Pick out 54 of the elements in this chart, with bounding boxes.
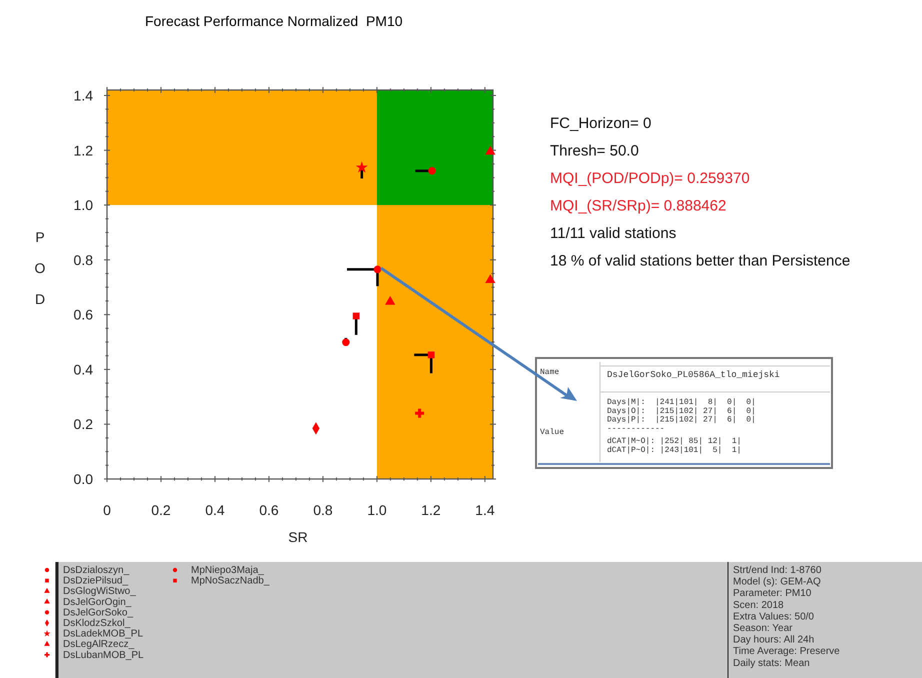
x-tick-label: 0.8 (313, 502, 333, 518)
text: dCAT|P~O|: |243|101| 5| 1| (607, 446, 742, 455)
legend-label: MpNoSaczNadb_ (191, 576, 270, 587)
text: Daily stats: Mean (733, 658, 810, 669)
x-tick-label: 0.4 (205, 502, 225, 518)
legend-label: DsKlodzSzkol_ (63, 618, 131, 629)
text: Time Average: Preserve (733, 646, 840, 658)
legend-label: DsJelGorSoko_ (63, 607, 134, 618)
text: Thresh= 50.0 (550, 142, 639, 160)
x-tick-label: 0.2 (151, 502, 171, 518)
legend-label: DsDziePilsud_ (63, 576, 128, 587)
text: Scen: 2018 (733, 600, 784, 611)
x-tick-label: 0 (103, 502, 112, 518)
y-tick-label: 0.2 (74, 416, 94, 432)
text: Extra Values: 50/0 (733, 611, 814, 622)
legend-label: DsLubanMOB_PL (63, 650, 144, 661)
x-tick-label: 1.4 (475, 502, 495, 518)
legend-label: DsDzialoszyn_ (63, 565, 130, 576)
text: Days|M|: |241|101| 8| 0| 0| (607, 398, 756, 407)
y-tick-label: 1.4 (74, 87, 94, 104)
text: Season: Year (733, 623, 794, 634)
text: ------------ (607, 424, 665, 434)
legend-label: MpNiepo3Maja_ (191, 565, 264, 576)
y-tick-label: 0.4 (74, 361, 94, 378)
text: Value (540, 428, 564, 437)
text: 18 % of valid stations better than Persistence (550, 252, 850, 270)
text: MQI_(SR/SRp)= 0.888462 (550, 198, 726, 214)
text: MQI_(POD/PODp)= 0.259370 (550, 170, 750, 187)
legend-label: DsLegAlRzecz_ (63, 639, 135, 650)
text: dCAT|M~O|: |252| 85| 12| 1| (607, 437, 742, 446)
y-tick-label: 1.0 (74, 197, 94, 214)
text: Name (540, 368, 560, 377)
x-tick-label: 1.0 (367, 502, 387, 518)
legend-label: DsJelGorOgin_ (63, 596, 132, 608)
y-axis-title: POD (34, 229, 46, 307)
chart-title: Forecast Performance Normalized PM10 (145, 13, 403, 29)
text: Parameter: PM10 (733, 588, 812, 600)
text: 11/11 valid stations (550, 225, 676, 242)
text: FC_Horizon= 0 (550, 115, 652, 132)
x-tick-label: 0.6 (259, 502, 279, 518)
y-tick-label: 0.8 (74, 252, 94, 268)
x-axis-title: SR (288, 529, 308, 545)
text: Model (s): GEM-AQ (733, 576, 822, 588)
legend-label: DsLadekMOB_PL (63, 628, 144, 640)
text: Day hours: All 24h (733, 634, 814, 646)
legend-label: DsGlogWiStwo_ (63, 586, 136, 598)
y-tick-label: 0.6 (74, 306, 94, 323)
y-tick-label: 0.0 (74, 471, 94, 487)
x-tick-label: 1.2 (421, 502, 441, 518)
text: Days|P|: |215|102| 27| 6| 0| (607, 416, 756, 425)
text: Days|O|: |215|102| 27| 6| 0| (607, 406, 756, 416)
y-tick-label: 1.2 (74, 142, 94, 158)
text: DsJelGorSoko_PL0586A_tlo_miejski (607, 370, 780, 380)
text: Strt/end Ind: 1-8760 (733, 565, 822, 576)
